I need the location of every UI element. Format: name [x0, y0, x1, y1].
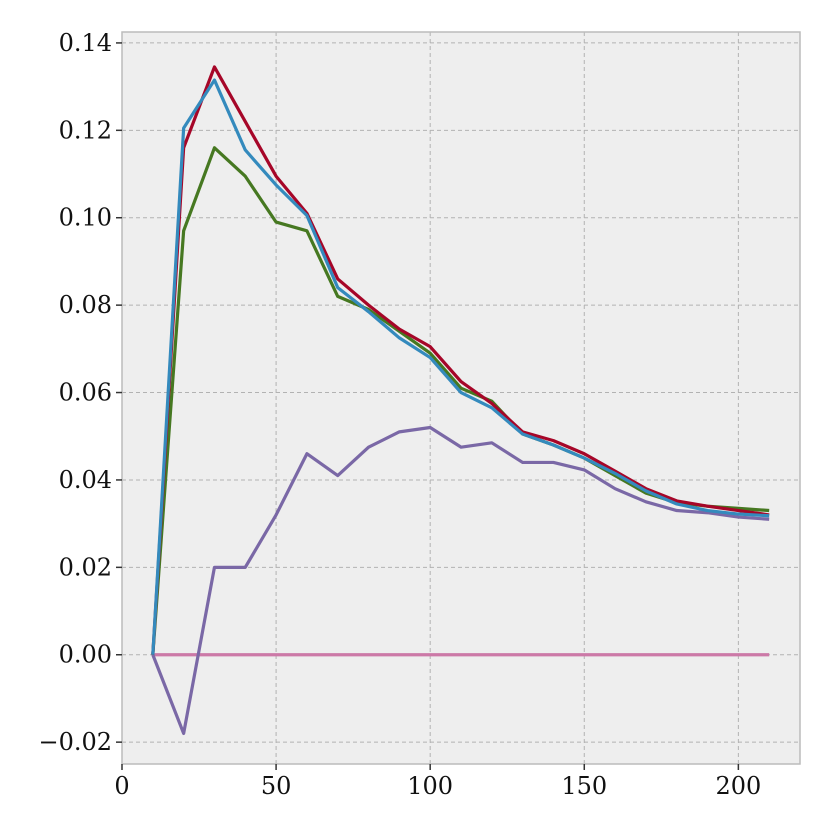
y-tick-label: 0.02 — [59, 553, 112, 581]
series-lines — [151, 65, 770, 736]
axis-ticks: 0 50 100 150 200 −0.02 0.00 0.02 0.04 0.06 0.08 0.1… — [38, 29, 761, 800]
x-tick-label: 50 — [261, 772, 292, 800]
y-tick-label: −0.02 — [38, 728, 112, 756]
y-tick-label: 0.04 — [59, 466, 112, 494]
series-line-4 — [151, 425, 770, 736]
plot-background — [122, 32, 800, 764]
x-tick-label: 150 — [561, 772, 607, 800]
x-tick-label: 100 — [407, 772, 453, 800]
y-tick-label: 0.12 — [59, 116, 112, 144]
y-tick-label: 0.14 — [59, 29, 112, 57]
x-tick-label: 200 — [715, 772, 761, 800]
y-tick-label: 0.06 — [59, 379, 112, 407]
y-tick-label: 0.10 — [59, 204, 112, 232]
series-line-3 — [151, 78, 770, 655]
y-tick-label: 0.08 — [59, 291, 112, 319]
axes-frame — [121, 31, 801, 765]
x-tick-label: 0 — [114, 772, 129, 800]
y-tick-label: 0.00 — [59, 641, 112, 669]
series-line-1 — [151, 65, 770, 655]
